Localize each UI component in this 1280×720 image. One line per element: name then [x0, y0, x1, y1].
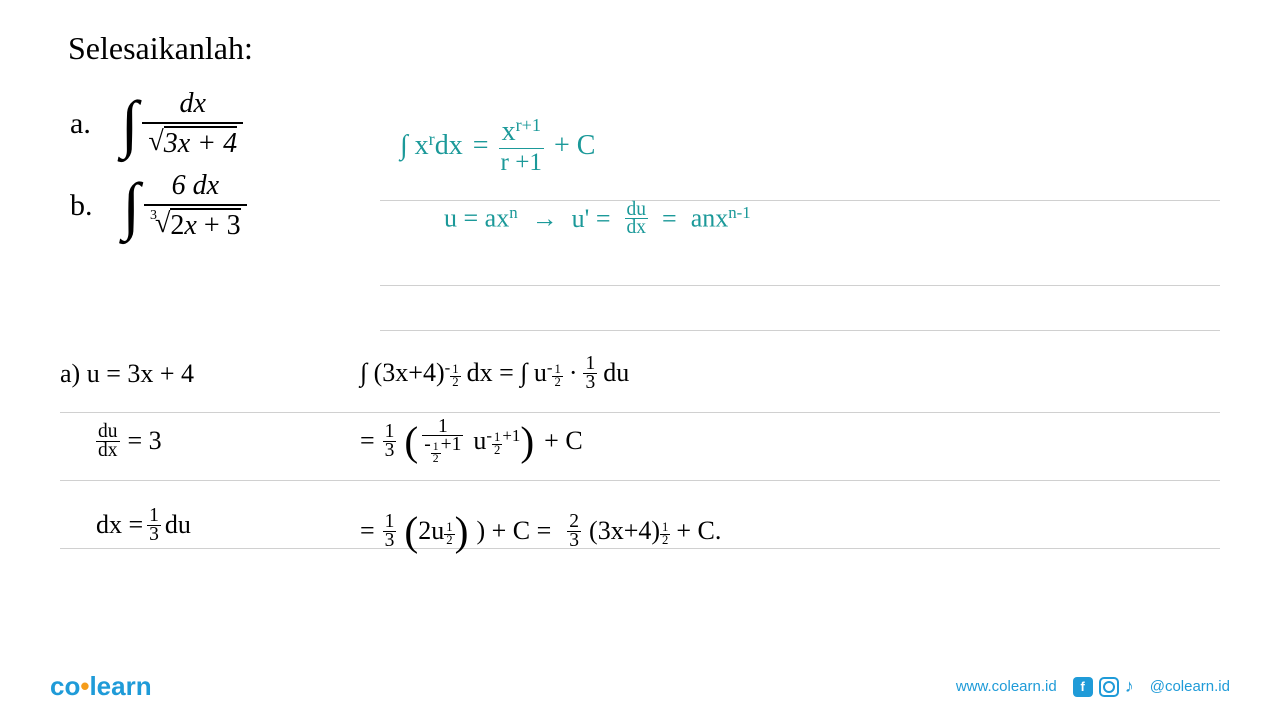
- arrow-icon: →: [532, 204, 558, 234]
- uprime: u' =: [572, 204, 611, 234]
- frac-a-den-text: 3x + 4: [164, 126, 237, 160]
- instagram-icon: [1099, 677, 1119, 697]
- frac-a-den: √3x + 4: [142, 122, 243, 160]
- problem-a-label: a.: [70, 107, 91, 141]
- frac-b-den-text: 2x + 3: [170, 208, 240, 242]
- integral-sign-icon: ∫: [121, 87, 139, 161]
- dx-equals: dx =: [96, 510, 143, 540]
- dudx-frac: du dx: [96, 423, 120, 459]
- power-rule: ∫ xrdx = xr+1 r +1 + C: [400, 115, 751, 177]
- footer-url: www.colearn.id: [956, 678, 1057, 695]
- work-left-col: a) u = 3x + 4 du dx = 3 dx = 1 3 du: [60, 345, 194, 543]
- frac-b-den: 3√2x + 3: [144, 204, 247, 242]
- logo-learn: learn: [89, 671, 151, 701]
- problem-a-expr: ∫ dx √3x + 4: [121, 87, 243, 161]
- footer-handle: @colearn.id: [1150, 678, 1230, 695]
- page: Selesaikanlah: a. ∫ dx √3x + 4 b. ∫ 6 dx: [0, 0, 1280, 720]
- page-title: Selesaikanlah:: [68, 30, 1210, 67]
- logo-co: co: [50, 671, 80, 701]
- equals: =: [473, 130, 489, 162]
- dudx-frac: du dx: [625, 201, 649, 237]
- dudx-row: du dx = 3: [96, 423, 194, 459]
- du-text: du: [165, 510, 191, 540]
- integral-sign-icon: ∫: [123, 169, 141, 243]
- step3-row: = 13 ( 2u 12 ) ) + C = 23 (3x+4) 12 + C.: [360, 507, 721, 555]
- plus-c: + C: [554, 130, 595, 162]
- brand-logo: co•learn: [50, 671, 152, 702]
- hairline: [380, 285, 1220, 286]
- problem-b-expr: ∫ 6 dx 3√2x + 3: [123, 169, 247, 243]
- equals: =: [662, 204, 677, 234]
- fraction-b: 6 dx 3√2x + 3: [144, 170, 247, 242]
- u-substitution: a) u = 3x + 4: [60, 359, 194, 389]
- power-rule-lhs: ∫ xrdx: [400, 129, 463, 162]
- eq-3: = 3: [128, 426, 162, 456]
- dx-row: dx = 1 3 du: [96, 507, 194, 543]
- chain-rule: u = axn → u' = du dx = anxn-1: [444, 201, 751, 237]
- work-right-col: ∫ (3x+4) -12 dx = ∫ u -12 · 13 du = 13 (…: [360, 345, 721, 555]
- rule-line: [60, 549, 1220, 617]
- one-third: 1 3: [147, 507, 161, 543]
- hairline: [380, 330, 1220, 331]
- root-sign: √: [155, 208, 170, 240]
- facebook-icon: f: [1073, 677, 1093, 697]
- power-rule-rhs-frac: xr+1 r +1: [499, 115, 544, 177]
- formula-notes: ∫ xrdx = xr+1 r +1 + C u = axn → u' = du…: [400, 115, 751, 237]
- social-icons: f ♪: [1073, 676, 1134, 697]
- u-def: u = axn: [444, 203, 518, 233]
- frac-b-num: 6 dx: [166, 170, 225, 204]
- fraction-a: dx √3x + 4: [142, 88, 243, 160]
- chain-result: anxn-1: [691, 203, 751, 233]
- root-sign: √: [148, 126, 163, 158]
- footer: co•learn www.colearn.id f ♪ @colearn.id: [50, 671, 1230, 702]
- problem-b-label: b.: [70, 189, 93, 223]
- frac-a-num: dx: [174, 88, 212, 122]
- step2-row: = 13 ( 1 -12+1 u -12+1 ) + C: [360, 417, 721, 465]
- tiktok-icon: ♪: [1125, 676, 1134, 697]
- footer-right: www.colearn.id f ♪ @colearn.id: [956, 676, 1230, 697]
- work-area: a) u = 3x + 4 du dx = 3 dx = 1 3 du ∫ (3: [60, 345, 1220, 617]
- integral-sub-row: ∫ (3x+4) -12 dx = ∫ u -12 · 13 du: [360, 355, 721, 391]
